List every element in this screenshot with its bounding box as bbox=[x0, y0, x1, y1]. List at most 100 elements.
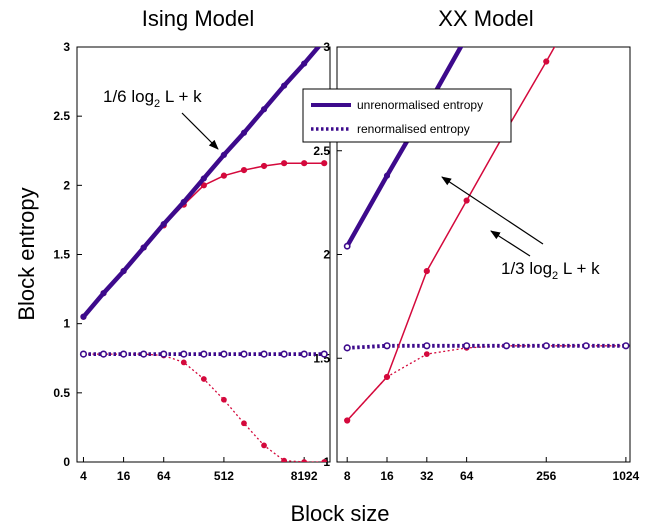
data-point-ising-dotted-7 bbox=[221, 396, 227, 403]
y-tick-label-xx-4: 3 bbox=[323, 40, 330, 54]
series-line-xx-dotted bbox=[346, 345, 626, 421]
annotation-ising-main: 1/6 log bbox=[103, 87, 154, 106]
data-point-ising-thick-solid-4 bbox=[160, 220, 167, 228]
annotation-ising-sub: 2 bbox=[154, 98, 160, 110]
data-point-xx-dotted-2 bbox=[423, 351, 430, 358]
data-point-ising-thick-solid-11 bbox=[301, 60, 308, 67]
data-point-ising-solid-6 bbox=[200, 182, 207, 189]
x-tick-label-xx-1: 16 bbox=[380, 469, 394, 483]
x-tick-label-xx-4: 256 bbox=[536, 469, 556, 483]
y-tick-label-ising-4: 2 bbox=[63, 178, 70, 192]
x-tick-label-xx-2: 32 bbox=[420, 469, 434, 483]
panel-title-xx: XX Model bbox=[438, 6, 533, 31]
data-point-xx-thick-dotted-7 bbox=[622, 342, 630, 350]
legend-box bbox=[302, 88, 512, 143]
data-point-ising-thick-solid-2 bbox=[120, 268, 127, 275]
data-point-ising-dotted-12 bbox=[321, 459, 328, 462]
annotation-ising: 1/6 log2 L + k bbox=[103, 87, 202, 110]
annotation-xx-tail: L + k bbox=[558, 259, 600, 278]
data-point-ising-thick-dotted-7 bbox=[220, 350, 228, 358]
legend: unrenormalised entropy renormalised entr… bbox=[302, 88, 512, 143]
data-point-ising-thick-dotted-12 bbox=[320, 350, 328, 358]
y-tick-label-ising-0: 0 bbox=[63, 455, 70, 469]
data-point-ising-solid-11 bbox=[301, 160, 308, 167]
data-point-ising-solid-10 bbox=[280, 160, 288, 167]
data-point-xx-thick-dotted-1 bbox=[383, 342, 391, 350]
y-tick-label-ising-5: 2.5 bbox=[53, 109, 70, 123]
data-point-ising-dotted-5 bbox=[180, 359, 187, 366]
annotation-xx-sub: 2 bbox=[552, 270, 558, 282]
data-point-xx-solid-2 bbox=[423, 268, 430, 275]
data-point-xx-solid-1 bbox=[383, 373, 391, 381]
annotation-arrow-xx-2 bbox=[490, 230, 531, 257]
series-line-xx-thick-dotted bbox=[347, 343, 626, 350]
data-point-xx-thick-solid-1 bbox=[383, 172, 391, 179]
data-point-xx-thick-dotted-3 bbox=[463, 342, 471, 350]
data-point-ising-thick-solid-0 bbox=[80, 313, 87, 320]
y-tick-label-ising-6: 3 bbox=[63, 40, 70, 54]
data-point-ising-thick-dotted-1 bbox=[99, 350, 108, 358]
data-point-xx-solid-0 bbox=[344, 417, 351, 424]
data-point-ising-thick-solid-8 bbox=[240, 129, 248, 136]
series-line-ising-dotted bbox=[83, 353, 325, 462]
data-point-ising-thick-solid-10 bbox=[280, 82, 288, 89]
y-axis-label: Block entropy bbox=[14, 187, 39, 320]
data-point-ising-solid-7 bbox=[220, 172, 228, 179]
data-point-ising-thick-dotted-5 bbox=[180, 350, 188, 358]
data-point-xx-thick-dotted-4 bbox=[502, 342, 511, 350]
annotation-xx: 1/3 log2 L + k bbox=[501, 259, 600, 282]
data-point-xx-thick-solid-3 bbox=[464, 34, 469, 39]
y-tick-label-ising-2: 1 bbox=[63, 317, 70, 331]
y-tick-label-ising-1: 0.5 bbox=[53, 386, 70, 400]
x-tick-label-ising-2: 64 bbox=[157, 469, 171, 483]
data-point-xx-thick-solid-0 bbox=[343, 242, 351, 250]
annotation-arrow-xx-1 bbox=[441, 176, 544, 245]
y-tick-label-ising-3: 1.5 bbox=[53, 248, 70, 262]
series-line-xx-solid bbox=[346, 47, 556, 422]
data-point-xx-thick-dotted-6 bbox=[582, 342, 590, 350]
legend-label-renormalised: renormalised entropy bbox=[357, 122, 470, 136]
data-point-ising-thick-dotted-6 bbox=[200, 350, 208, 358]
data-point-xx-solid-5 bbox=[543, 58, 550, 65]
x-tick-label-ising-1: 16 bbox=[117, 469, 131, 483]
x-tick-label-xx-5: 1024 bbox=[613, 469, 640, 483]
data-point-xx-thick-dotted-0 bbox=[343, 344, 351, 352]
data-point-ising-solid-9 bbox=[260, 162, 268, 170]
x-tick-label-ising-4: 8192 bbox=[291, 469, 318, 483]
data-point-xx-thick-dotted-2 bbox=[423, 342, 431, 350]
legend-label-unrenormalised: unrenormalised entropy bbox=[357, 98, 483, 112]
data-point-ising-thick-dotted-11 bbox=[300, 350, 308, 358]
data-point-ising-thick-solid-3 bbox=[140, 244, 147, 251]
data-point-ising-thick-dotted-9 bbox=[260, 350, 268, 358]
x-tick-label-xx-0: 8 bbox=[344, 469, 351, 483]
data-point-ising-thick-solid-5 bbox=[180, 198, 187, 206]
plot-frame-ising bbox=[76, 46, 331, 463]
data-point-ising-thick-dotted-4 bbox=[160, 350, 168, 358]
annotation-xx-main: 1/3 log bbox=[501, 259, 552, 278]
x-tick-label-ising-0: 4 bbox=[80, 469, 87, 483]
data-point-ising-dotted-8 bbox=[241, 420, 247, 427]
data-point-ising-thick-solid-9 bbox=[260, 106, 268, 113]
data-point-ising-thick-dotted-0 bbox=[79, 350, 88, 358]
data-point-ising-dotted-9 bbox=[261, 442, 267, 449]
data-point-ising-thick-solid-6 bbox=[200, 175, 207, 182]
data-point-ising-solid-12 bbox=[321, 160, 328, 167]
data-point-ising-dotted-6 bbox=[200, 376, 207, 382]
x-tick-label-ising-3: 512 bbox=[214, 469, 234, 483]
data-point-ising-solid-8 bbox=[240, 167, 248, 174]
data-point-xx-solid-3 bbox=[463, 197, 470, 204]
annotation-arrow-ising bbox=[181, 112, 219, 150]
panel-title-ising: Ising Model bbox=[142, 6, 255, 31]
data-point-ising-thick-dotted-10 bbox=[280, 350, 288, 358]
data-point-ising-thick-solid-7 bbox=[220, 151, 228, 158]
y-tick-label-xx-3: 2.5 bbox=[313, 144, 330, 158]
data-point-ising-dotted-11 bbox=[301, 459, 308, 462]
annotation-ising-tail: L + k bbox=[160, 87, 202, 106]
x-axis-label: Block size bbox=[290, 501, 389, 526]
x-tick-label-xx-3: 64 bbox=[460, 469, 474, 483]
data-point-ising-thick-dotted-2 bbox=[119, 350, 128, 358]
y-tick-label-xx-2: 2 bbox=[323, 248, 330, 262]
data-point-ising-thick-solid-1 bbox=[100, 290, 107, 297]
data-point-xx-thick-dotted-5 bbox=[542, 342, 550, 350]
